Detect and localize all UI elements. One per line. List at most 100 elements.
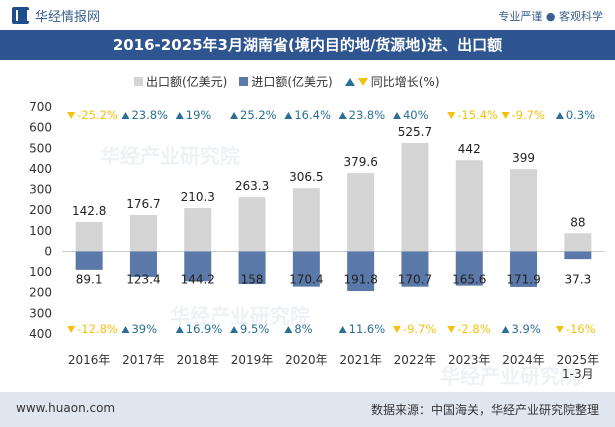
growth-down-icon — [501, 112, 510, 119]
import-bar — [455, 251, 483, 286]
export-growth-label: -25.2% — [77, 108, 118, 122]
export-value-label: 142.8 — [72, 204, 106, 218]
export-bar — [129, 214, 157, 252]
export-value-label: 525.7 — [398, 125, 432, 139]
export-value-label: 399 — [512, 151, 535, 165]
export-bar — [564, 233, 592, 252]
triangle-down-icon — [357, 77, 368, 86]
export-growth-label: 23.8% — [131, 108, 168, 122]
growth-up-icon — [175, 112, 184, 119]
import-bar — [238, 251, 266, 285]
chart-svg: 700 600 500 400 300 200 100 0 100 200 300 400 142.8 8… — [29, 100, 605, 381]
import-bar — [510, 251, 538, 287]
export-bar — [455, 160, 483, 252]
import-value-label: 165.6 — [452, 272, 486, 286]
import-growth-label: -16% — [566, 322, 596, 336]
export-value-label: 442 — [458, 142, 481, 156]
y-tick-label: 400 — [29, 162, 52, 176]
import-value-label: 37.3 — [564, 272, 591, 286]
import-bar — [184, 251, 212, 282]
import-growth-label: -9.7% — [403, 322, 436, 336]
export-value-label: 88 — [570, 215, 585, 229]
import-value-label: 144.2 — [181, 272, 215, 286]
import-value-label: 191.8 — [343, 272, 377, 286]
chart-title: 2016-2025年3月湖南省(境内目的地/货源地)进、出口额 — [0, 30, 615, 60]
y-tick-label: 300 — [29, 306, 52, 320]
brand-name: 华经情报网 — [35, 10, 101, 25]
growth-up-icon — [121, 326, 130, 333]
import-growth-label: 11.6% — [349, 322, 386, 336]
export-value-label: 306.5 — [289, 170, 323, 184]
x-tick-label: 2019年 — [231, 353, 274, 367]
import-growth-label: 16.9% — [186, 322, 223, 336]
legend-import: 进口额(亿美元) — [239, 73, 333, 90]
export-growth-label: 16.4% — [294, 108, 331, 122]
legend-export-label: 出口额(亿美元) — [146, 75, 228, 89]
import-value-label: 123.4 — [126, 272, 160, 286]
legend-export: 出口额(亿美元) — [134, 73, 227, 90]
import-growth-label: -2.8% — [457, 322, 490, 336]
legend-import-swatch — [239, 77, 249, 86]
footer-source: 数据来源：中国海关，华经产业研究院整理 — [370, 403, 599, 417]
y-tick-label: 700 — [29, 100, 52, 114]
legend: 出口额(亿美元) 进口额(亿美元) 同比增长(%) — [134, 73, 440, 90]
footer: www.huaon.com 数据来源：中国海关，华经产业研究院整理 — [0, 392, 615, 427]
import-value-label: 170.4 — [289, 272, 323, 286]
growth-down-icon — [67, 112, 76, 119]
x-tick-label: 2017年 — [122, 353, 165, 367]
x-tick-label: 2021年 — [339, 353, 382, 367]
y-tick-label: 0 — [44, 244, 52, 258]
growth-up-icon — [121, 112, 130, 119]
export-bar — [184, 208, 212, 252]
export-growth-label: -9.7% — [512, 108, 545, 122]
export-bar — [401, 142, 429, 252]
import-bar — [564, 251, 592, 260]
growth-down-icon — [392, 326, 401, 333]
growth-up-icon — [230, 112, 239, 119]
growth-down-icon — [67, 326, 76, 333]
export-growth-label: -15.4% — [457, 108, 498, 122]
import-growth-label: 3.9% — [512, 322, 541, 336]
brand: 华经情报网 — [12, 6, 100, 25]
growth-up-icon — [175, 326, 184, 333]
motto: 专业严谨 ● 客观科学 — [498, 10, 603, 23]
legend-export-swatch — [134, 77, 143, 86]
growth-down-icon — [447, 112, 456, 119]
import-growth-label: 39% — [131, 322, 157, 336]
growth-up-icon — [338, 326, 347, 333]
export-value-label: 176.7 — [126, 197, 160, 211]
growth-up-icon — [284, 112, 293, 119]
export-growth-label: 25.2% — [240, 108, 277, 122]
y-tick-label: 400 — [29, 327, 52, 341]
legend-growth: 同比增长(%) — [344, 73, 440, 90]
top-bar: 华经情报网 专业严谨 ● 客观科学 — [0, 0, 615, 30]
import-bar — [347, 251, 375, 292]
export-value-label: 379.6 — [343, 155, 377, 169]
x-tick-label: 2024年 — [502, 353, 545, 367]
export-growth-label: 19% — [186, 108, 212, 122]
import-value-label: 158 — [241, 272, 264, 286]
export-value-label: 210.3 — [181, 190, 215, 204]
import-bar — [75, 251, 103, 270]
x-tick-label: 2023年 — [448, 353, 491, 367]
import-growth-label: 9.5% — [240, 322, 269, 336]
growth-up-icon — [392, 112, 401, 119]
y-tick-label: 300 — [29, 183, 52, 197]
export-bar — [238, 197, 266, 252]
logo-icon — [12, 7, 29, 24]
footer-url: www.huaon.com — [16, 401, 116, 415]
import-value-label: 89.1 — [76, 272, 103, 286]
triangle-up-icon — [344, 77, 355, 86]
import-growth-label: -12.8% — [77, 322, 118, 336]
growth-down-icon — [447, 326, 456, 333]
import-value-label: 170.7 — [398, 272, 432, 286]
y-tick-label: 600 — [29, 121, 52, 135]
growth-up-icon — [501, 326, 510, 333]
y-tick-label: 200 — [29, 286, 52, 300]
export-growth-label: 40% — [403, 108, 429, 122]
growth-down-icon — [555, 326, 564, 333]
import-bar — [129, 251, 157, 277]
y-tick-label: 500 — [29, 141, 52, 155]
x-tick-label: 2018年 — [176, 353, 219, 367]
